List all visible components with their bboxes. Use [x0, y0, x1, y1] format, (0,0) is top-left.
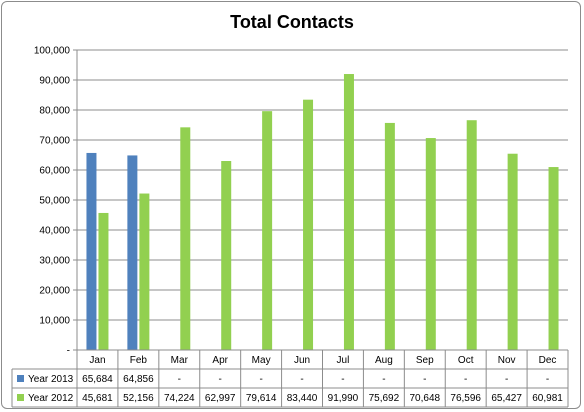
data-label: 65,427 — [491, 393, 522, 404]
bar-year-2012-jan — [98, 212, 109, 350]
data-label: 62,997 — [205, 393, 236, 404]
data-label: - — [300, 374, 303, 385]
data-label: 75,692 — [369, 393, 400, 404]
bar-year-2012-may — [262, 111, 273, 351]
x-tick-label: Feb — [130, 355, 148, 366]
chart-title: Total Contacts — [230, 12, 354, 32]
x-tick-label: Apr — [212, 355, 228, 366]
bar-year-2012-feb — [139, 193, 150, 350]
data-label: 64,856 — [123, 374, 154, 385]
y-axis: - 10,000 20,000 30,000 40,000 50,000 60,000 70,… — [34, 46, 78, 357]
data-label: 74,224 — [164, 393, 195, 404]
bar-year-2013-feb — [127, 155, 138, 350]
x-tick-label: Mar — [171, 355, 189, 366]
data-label: 76,596 — [450, 393, 481, 404]
legend-label: Year 2013 — [28, 374, 74, 385]
x-tick-label: Jul — [337, 355, 350, 366]
data-label: 52,156 — [123, 393, 154, 404]
data-label: - — [341, 374, 344, 385]
data-label: 65,684 — [82, 374, 113, 385]
gridlines — [77, 49, 568, 351]
bar-year-2012-dec — [548, 167, 559, 350]
x-tick-label: Jun — [294, 355, 310, 366]
x-tick-label: Aug — [375, 355, 393, 366]
bar-year-2012-oct — [466, 120, 477, 350]
data-label: 83,440 — [287, 393, 318, 404]
x-tick-label: May — [252, 355, 271, 366]
bar-year-2012-nov — [507, 153, 518, 350]
y-tick-label: 70,000 — [39, 136, 70, 147]
y-tick-label: 80,000 — [39, 106, 70, 117]
y-tick-label: - — [67, 346, 70, 357]
x-tick-label: Dec — [539, 355, 557, 366]
y-tick-label: 40,000 — [39, 226, 70, 237]
x-tick-label: Oct — [458, 355, 474, 366]
y-tick-label: 20,000 — [39, 286, 70, 297]
data-label: - — [219, 374, 222, 385]
data-label: 60,981 — [532, 393, 563, 404]
data-label: 45,681 — [82, 393, 113, 404]
y-tick-label: 90,000 — [39, 76, 70, 87]
x-tick-label: Nov — [498, 355, 516, 366]
data-label: - — [423, 374, 426, 385]
data-table: Jan Feb Mar Apr May Jun Jul Aug Sep Oct Nov Dec Year… — [11, 349, 569, 408]
data-label: 91,990 — [328, 393, 359, 404]
bar-year-2012-sep — [425, 138, 436, 350]
bar-year-2013-jan — [86, 152, 97, 350]
data-label: - — [259, 374, 262, 385]
legend-label: Year 2012 — [28, 393, 74, 404]
legend-swatch — [17, 375, 24, 382]
bar-year-2012-aug — [384, 122, 395, 350]
x-tick-label: Jan — [89, 355, 105, 366]
data-label: - — [178, 374, 181, 385]
legend-swatch — [17, 394, 24, 401]
x-tick-label: Sep — [416, 355, 434, 366]
data-label: - — [464, 374, 467, 385]
bars — [86, 74, 559, 351]
data-label: 70,648 — [409, 393, 440, 404]
y-tick-label: 30,000 — [39, 256, 70, 267]
bar-year-2012-jul — [343, 74, 354, 350]
data-label: - — [546, 374, 549, 385]
data-label: - — [382, 374, 385, 385]
data-label: - — [505, 374, 508, 385]
y-tick-label: 60,000 — [39, 166, 70, 177]
y-tick-label: 100,000 — [34, 46, 71, 57]
bar-year-2012-jun — [303, 99, 314, 351]
data-label: 79,614 — [246, 393, 277, 404]
y-tick-label: 50,000 — [39, 196, 70, 207]
bar-year-2012-apr — [221, 161, 232, 350]
y-tick-label: 10,000 — [39, 316, 70, 327]
bar-year-2012-mar — [180, 127, 191, 350]
